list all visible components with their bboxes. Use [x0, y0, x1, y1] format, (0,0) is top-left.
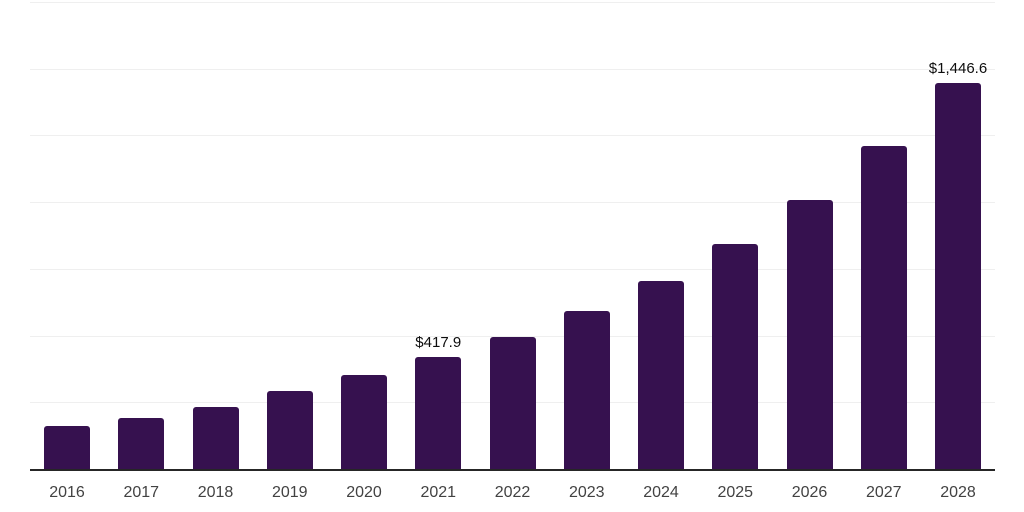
bar-2017: [118, 417, 165, 469]
x-axis-label-2027: 2027: [865, 484, 902, 501]
gridline-1250: [30, 135, 995, 137]
x-axis-label-2020: 2020: [346, 484, 382, 501]
value-label-2028: $1,446.6: [928, 59, 988, 77]
x-axis-label-2021: 2021: [420, 484, 457, 501]
bar-2027: [860, 145, 907, 469]
bar-2023: [563, 310, 610, 469]
bar-2016: [44, 426, 90, 469]
bar-2026: [786, 199, 833, 469]
bar-2022: [489, 336, 536, 469]
value-label-2021: $417.9: [415, 334, 462, 352]
bar-2019: [266, 390, 313, 469]
x-axis-label-2023: 2023: [568, 484, 605, 501]
bar-2025: [712, 243, 759, 469]
plot-area: $417.9 $1,446.6: [30, 2, 995, 471]
x-axis-label-2016: 2016: [49, 484, 85, 501]
x-axis-label-2025: 2025: [717, 484, 754, 501]
gridline-500: [30, 335, 995, 337]
bar-2021: [415, 357, 462, 469]
x-axis-label-2026: 2026: [791, 484, 828, 501]
x-axis-label-2024: 2024: [643, 484, 679, 501]
bar-2028: [935, 82, 981, 469]
x-axis-tick-labels: 2016 2017 2018 2019 2020 2021 2022 2023 2024 2025…: [30, 483, 995, 507]
gridline-1750: [30, 2, 995, 3]
gridline-1500: [30, 68, 995, 70]
gridline-1000: [30, 202, 995, 204]
x-axis-label-2019: 2019: [271, 484, 308, 501]
bar-2024: [638, 280, 684, 469]
bar-2020: [341, 375, 387, 469]
bar-2018: [192, 406, 239, 469]
x-axis-label-2017: 2017: [123, 484, 160, 501]
x-axis-label-2022: 2022: [494, 484, 531, 501]
x-axis-label-2028: 2028: [940, 484, 976, 501]
gridline-750: [30, 268, 995, 270]
x-axis-label-2018: 2018: [197, 484, 234, 501]
